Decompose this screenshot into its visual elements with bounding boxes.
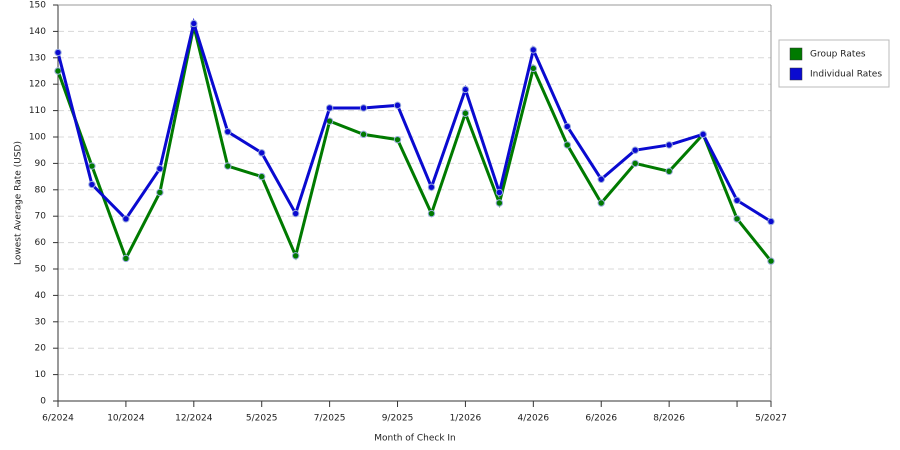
data-point xyxy=(54,67,62,75)
data-point xyxy=(427,209,436,218)
data-point xyxy=(359,104,368,112)
x-tick-label: 5/2025 xyxy=(246,414,278,424)
x-tick-label: 12/2024 xyxy=(175,414,213,424)
data-point xyxy=(258,172,266,181)
data-point xyxy=(88,162,96,170)
data-point xyxy=(427,183,436,191)
data-point xyxy=(495,199,504,207)
x-axis-label: Month of Check In xyxy=(374,434,456,444)
y-tick-label: 130 xyxy=(29,53,46,63)
data-point xyxy=(224,162,232,170)
x-tick-label: 7/2025 xyxy=(314,414,346,424)
y-tick-label: 40 xyxy=(35,291,47,301)
data-point xyxy=(665,167,673,176)
data-point xyxy=(631,159,639,168)
y-tick-label: 20 xyxy=(35,344,47,354)
x-tick-label: 4/2026 xyxy=(517,414,549,424)
data-point xyxy=(393,135,402,144)
data-point xyxy=(563,122,571,131)
x-tick-label: 1/2026 xyxy=(450,414,482,424)
data-point xyxy=(54,48,62,57)
data-point xyxy=(258,149,266,157)
data-point xyxy=(733,215,741,223)
x-tick-label: 10/2024 xyxy=(107,414,145,424)
data-point xyxy=(631,146,639,154)
data-point xyxy=(291,209,300,218)
data-point xyxy=(122,215,130,223)
y-tick-label: 50 xyxy=(35,265,47,275)
legend-swatch xyxy=(789,47,803,61)
data-point xyxy=(529,64,538,73)
y-tick-label: 80 xyxy=(35,185,47,195)
y-tick-label: 30 xyxy=(35,317,47,327)
y-tick-label: 120 xyxy=(29,80,46,90)
y-tick-label: 110 xyxy=(29,106,46,116)
data-point xyxy=(393,101,402,110)
data-point xyxy=(156,164,164,173)
data-point xyxy=(699,130,707,139)
x-tick-label: 5/2027 xyxy=(755,414,787,424)
data-point xyxy=(325,104,334,112)
data-point xyxy=(563,141,571,149)
plot-area xyxy=(58,5,771,401)
data-point xyxy=(224,128,232,136)
y-tick-label: 60 xyxy=(35,238,47,248)
y-tick-label: 10 xyxy=(35,370,47,380)
y-tick-label: 0 xyxy=(40,397,46,407)
data-point xyxy=(529,46,538,54)
legend-label: Group Rates xyxy=(810,50,866,60)
y-axis-label: Lowest Average Rate (USD) xyxy=(14,141,24,265)
series-line xyxy=(56,17,772,223)
y-tick-label: 140 xyxy=(29,27,46,37)
legend-swatch xyxy=(789,67,803,81)
data-point xyxy=(461,85,470,94)
data-point xyxy=(461,109,470,117)
data-point xyxy=(665,141,673,149)
data-point xyxy=(122,254,130,263)
data-point xyxy=(291,252,300,260)
y-tick-label: 70 xyxy=(35,212,47,222)
data-point xyxy=(733,196,741,205)
y-tick-label: 90 xyxy=(35,159,47,169)
data-point xyxy=(597,199,605,207)
data-point xyxy=(359,130,368,139)
data-point xyxy=(767,257,775,265)
y-tick-label: 150 xyxy=(29,1,46,11)
series-line xyxy=(56,25,773,263)
data-point xyxy=(767,217,775,226)
legend-label: Individual Rates xyxy=(810,70,882,80)
data-point xyxy=(190,19,198,28)
data-point xyxy=(156,188,164,197)
x-tick-label: 6/2026 xyxy=(585,414,617,424)
data-point xyxy=(88,180,96,189)
x-tick-label: 6/2024 xyxy=(42,414,74,424)
data-point xyxy=(495,188,504,197)
x-tick-label: 8/2026 xyxy=(653,414,685,424)
data-point xyxy=(597,175,605,183)
x-tick-label: 9/2025 xyxy=(382,414,414,424)
y-tick-label: 100 xyxy=(29,133,46,143)
